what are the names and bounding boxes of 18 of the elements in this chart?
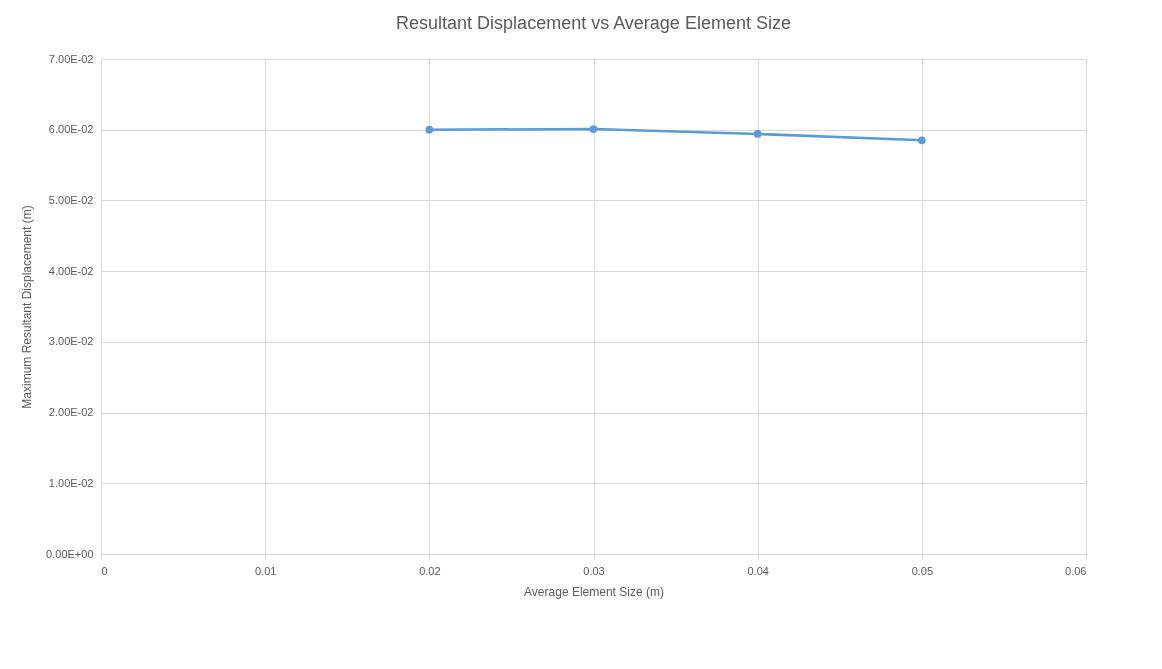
x-tick-label: 0.05 xyxy=(911,564,934,577)
y-tick-label: 6.00E-02 xyxy=(48,123,94,136)
y-tick-label: 2.00E-02 xyxy=(48,406,94,419)
x-tick-label: 0 xyxy=(101,564,108,577)
chart-title: Resultant Displacement vs Average Element Size xyxy=(396,13,791,33)
x-tick-label: 0.01 xyxy=(254,564,277,577)
y-tick-label: 3.00E-02 xyxy=(48,335,94,348)
y-tick-label: 1.00E-02 xyxy=(48,476,94,489)
y-tick-label: 5.00E-02 xyxy=(48,193,94,206)
x-axis-title: Average Element Size (m) xyxy=(524,584,664,599)
x-tick-label: 0.06 xyxy=(1065,564,1087,577)
x-tick-label: 0.02 xyxy=(419,564,441,577)
x-tick-label: 0.03 xyxy=(583,564,605,577)
x-tick-label: 0.04 xyxy=(747,564,769,577)
y-tick-label: 4.00E-02 xyxy=(48,264,94,277)
y-axis-title: Maximum Resultant Displacement (m) xyxy=(20,205,35,409)
y-tick-label: 7.00E-02 xyxy=(48,52,94,65)
y-tick-label: 0.00E+00 xyxy=(46,547,94,560)
